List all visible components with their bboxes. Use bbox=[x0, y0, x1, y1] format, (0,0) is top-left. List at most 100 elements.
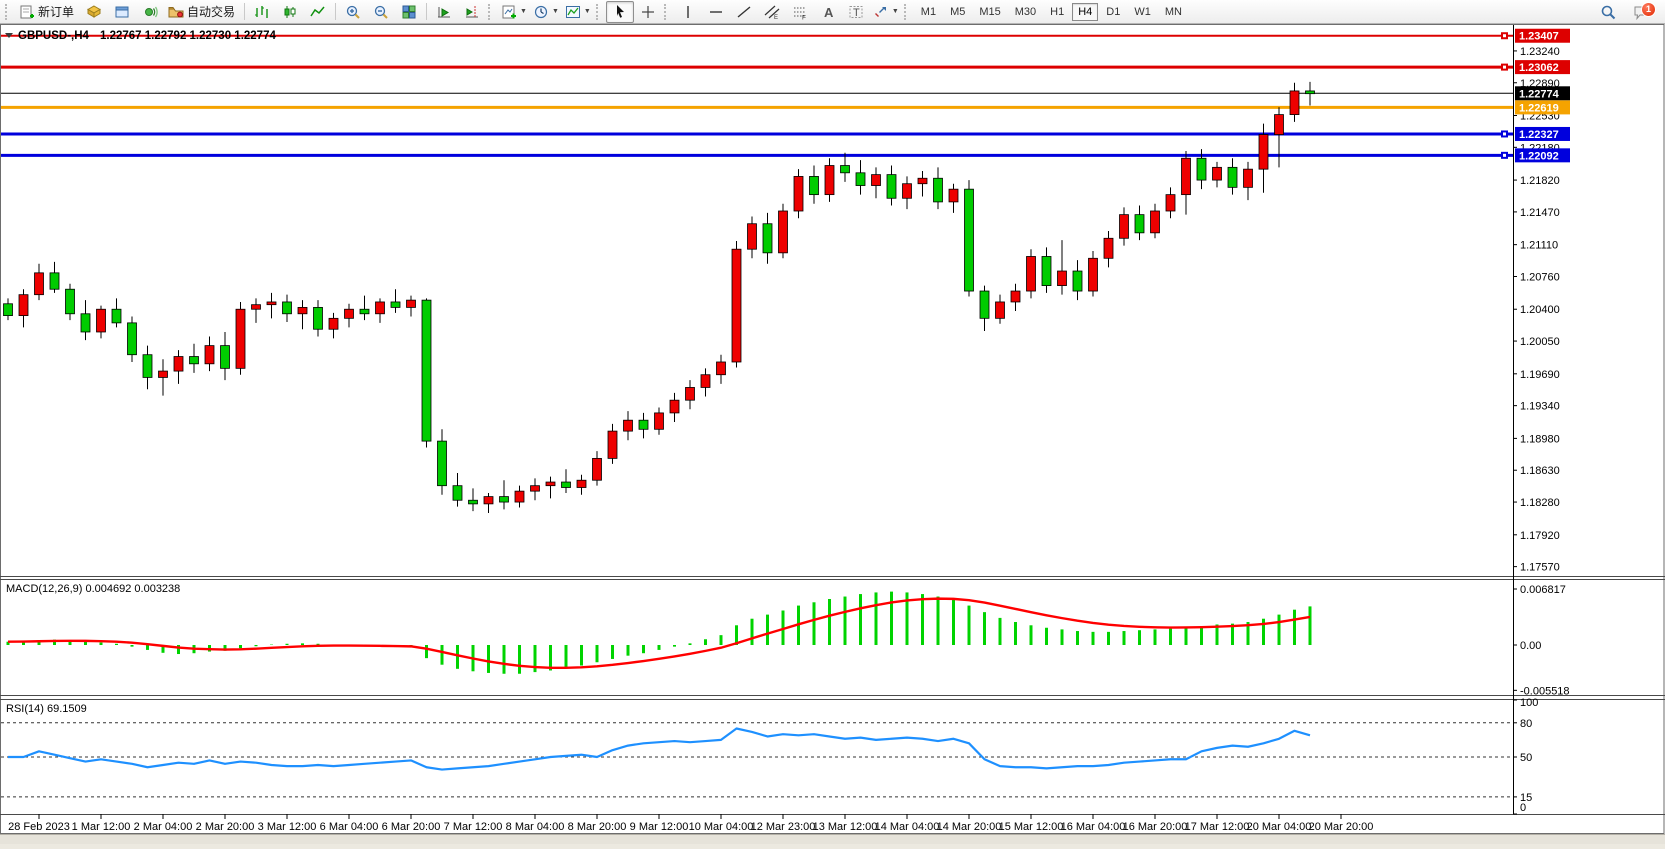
candle-bearish bbox=[1072, 270, 1083, 292]
toolbar-button-cursor[interactable] bbox=[605, 0, 634, 23]
timeframe-button-mn[interactable]: MN bbox=[1164, 5, 1182, 18]
toolbar-button-profiles-clock[interactable]: ▼ bbox=[530, 1, 562, 23]
chart-window[interactable]: 0.006817 0.00 -0.005518 100 80 50 15 0 1.23240… bbox=[0, 24, 1665, 844]
candle-bearish bbox=[313, 307, 323, 330]
toolbar-button-chart-shift[interactable] bbox=[458, 1, 486, 23]
tile-windows-icon bbox=[401, 4, 417, 20]
timeframe-button-m30[interactable]: M30 bbox=[1014, 5, 1037, 18]
macd-indicator-layer: 0.006817 0.00 -0.005518 bbox=[6, 584, 1570, 697]
candle-bullish bbox=[375, 301, 385, 315]
svg-text:F: F bbox=[802, 14, 806, 20]
trendline-icon bbox=[736, 4, 752, 20]
terminal-icon bbox=[142, 4, 158, 20]
candle-bearish bbox=[220, 345, 230, 369]
timeframe-button-d1[interactable]: D1 bbox=[1106, 5, 1121, 18]
notification-badge[interactable]: 1 bbox=[1641, 1, 1656, 17]
chevron-down-icon[interactable]: ▼ bbox=[520, 8, 527, 15]
timeframe-button-w1[interactable]: W1 bbox=[1134, 5, 1151, 18]
time-tick-label: 2 Mar 04:00 bbox=[134, 821, 193, 833]
price-badge bbox=[1515, 86, 1570, 101]
price-axis-labels: 1.232401.228901.225301.221801.218201.214… bbox=[1513, 46, 1560, 574]
rsi-line bbox=[8, 727, 1311, 771]
toolbar-button-market-watch[interactable] bbox=[80, 1, 108, 23]
timeframe-button-h4[interactable]: H4 bbox=[1072, 2, 1099, 21]
time-tick-label: 20 Mar 04:00 bbox=[1247, 821, 1312, 833]
time-tick-label: 28 Feb 2023 bbox=[8, 821, 70, 833]
time-tick-label: 14 Mar 04:00 bbox=[875, 821, 940, 833]
candle-bearish bbox=[3, 303, 13, 316]
price-chart-canvas[interactable]: 0.006817 0.00 -0.005518 100 80 50 150 1.23240… bbox=[0, 24, 1665, 844]
candle-bullish bbox=[948, 188, 959, 203]
price-badge bbox=[1515, 60, 1570, 75]
toolbar-button-search[interactable] bbox=[1594, 1, 1622, 23]
toolbar-button-terminal[interactable] bbox=[136, 1, 164, 23]
toolbar-button-trendline[interactable] bbox=[730, 1, 758, 23]
candle-bullish bbox=[266, 301, 277, 306]
toolbar-button-tile-windows[interactable] bbox=[395, 1, 423, 23]
candle-bullish bbox=[173, 356, 184, 372]
toolbar-button-vertical-line[interactable] bbox=[674, 1, 702, 23]
candle-bullish bbox=[96, 308, 106, 333]
chart-frame bbox=[0, 24, 1665, 834]
chevron-down-icon[interactable]: ▼ bbox=[583, 8, 591, 15]
toolbar-button-auto-scroll[interactable] bbox=[430, 1, 458, 23]
toolbar-button-crosshair[interactable] bbox=[634, 1, 662, 23]
candle-bullish bbox=[1165, 194, 1176, 212]
chart-title-marker-icon[interactable] bbox=[5, 33, 13, 38]
candle-bullish bbox=[344, 308, 354, 319]
chart-title-ohlc: 1.22767 1.22792 1.22730 1.22774 bbox=[100, 30, 276, 42]
arrows-icon bbox=[873, 4, 889, 20]
toolbar-button-chat[interactable]: 1 bbox=[1628, 1, 1656, 22]
horizontal-line-icon bbox=[708, 4, 724, 20]
market-watch-icon bbox=[86, 4, 102, 20]
rsi-axis-label: 80 bbox=[1520, 718, 1532, 730]
toolbar-button-autotrade[interactable]: 自动交易 bbox=[164, 1, 241, 23]
candle-bullish bbox=[1258, 134, 1269, 170]
toolbar-button-indicators[interactable]: ▼ bbox=[562, 1, 594, 23]
time-tick-label: 2 Mar 20:00 bbox=[196, 821, 255, 833]
toolbar-button-fibonacci[interactable]: F bbox=[786, 1, 814, 23]
toolbar-button-chart-bars[interactable] bbox=[248, 1, 276, 23]
time-axis[interactable]: 28 Feb 2023 1 Mar 12:00 2 Mar 04:00 2 Mar 2… bbox=[8, 814, 1373, 833]
rsi-axis-label: 50 bbox=[1520, 752, 1532, 764]
time-tick-label: 9 Mar 12:00 bbox=[630, 821, 689, 833]
time-tick-label: 8 Mar 20:00 bbox=[568, 821, 627, 833]
candle-bullish bbox=[995, 301, 1005, 319]
toolbar-button-arrows[interactable]: ▼ bbox=[870, 1, 902, 23]
toolbar-button-equidistant-channel[interactable]: E bbox=[758, 1, 786, 23]
zoom-out-icon bbox=[373, 4, 389, 20]
chevron-down-icon[interactable]: ▼ bbox=[551, 8, 559, 15]
price-tick-label: 1.20760 bbox=[1520, 271, 1560, 283]
price-badge-label: 1.23062 bbox=[1519, 62, 1559, 74]
chart-line-icon bbox=[310, 4, 326, 20]
text-icon: A bbox=[820, 4, 836, 20]
svg-text:T: T bbox=[853, 7, 860, 19]
timeframe-button-m5[interactable]: M5 bbox=[950, 5, 966, 18]
toolbar-button-text-label[interactable]: T bbox=[842, 1, 870, 23]
toolbar-button-text[interactable]: A bbox=[814, 1, 842, 23]
chevron-down-icon[interactable]: ▼ bbox=[891, 8, 899, 15]
candle-bullish bbox=[592, 457, 602, 481]
indicators-icon bbox=[565, 4, 581, 20]
timeframe-button-h1[interactable]: H1 bbox=[1050, 5, 1065, 18]
toolbar-button-new-chart[interactable]: ▼ bbox=[498, 1, 530, 23]
timeframe-button-m1[interactable]: M1 bbox=[920, 5, 937, 18]
candle-bullish bbox=[824, 165, 835, 196]
candle-bullish bbox=[406, 299, 416, 308]
price-tick-label: 1.19690 bbox=[1520, 369, 1560, 381]
toolbar-button-navigator[interactable] bbox=[108, 1, 136, 23]
toolbar-button-horizontal-line[interactable] bbox=[702, 1, 730, 23]
timeframe-button-m15[interactable]: M15 bbox=[979, 5, 1001, 18]
toolbar-button-chart-line[interactable] bbox=[304, 1, 332, 23]
candle-bullish bbox=[1026, 256, 1036, 292]
time-tick-label: 12 Mar 23:00 bbox=[751, 821, 816, 833]
toolbar-button-zoom-out[interactable] bbox=[367, 1, 395, 23]
rsi-axis-label: 0 bbox=[1520, 802, 1526, 814]
hline-end-marker-dot bbox=[1503, 65, 1506, 69]
candle-bullish bbox=[18, 294, 29, 316]
rsi-indicator-label: RSI(14) 69.1509 bbox=[6, 703, 87, 715]
toolbar-button-new-order[interactable]: 新订单 bbox=[15, 1, 80, 23]
toolbar-button-chart-candles[interactable] bbox=[276, 1, 304, 23]
candle-bullish bbox=[1103, 237, 1114, 259]
toolbar-button-zoom-in[interactable] bbox=[339, 1, 367, 23]
